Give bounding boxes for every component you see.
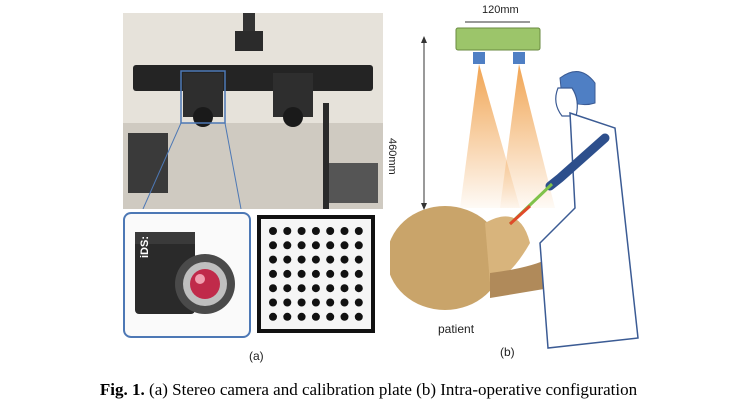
calibration-dot [326, 298, 335, 307]
calibration-dot [269, 298, 277, 307]
calibration-dot [311, 255, 320, 264]
calibration-dot [340, 227, 349, 235]
calibration-dot [311, 241, 320, 250]
calibration-dot [283, 241, 292, 250]
calibration-dot [326, 241, 335, 250]
right-camera [513, 52, 525, 64]
calibration-dot [340, 255, 349, 264]
calibration-dot [354, 298, 363, 307]
calibration-dot [283, 227, 292, 235]
calibration-dot [340, 241, 349, 250]
calibration-dot [354, 269, 363, 278]
calibration-dot [297, 227, 306, 235]
calibration-dot [311, 312, 320, 321]
calibration-dot [340, 312, 349, 321]
panel-a-label: (a) [249, 349, 264, 363]
calibration-dot [269, 255, 277, 264]
calibration-dot [297, 284, 306, 293]
surgeon-arm [545, 133, 610, 191]
calibration-dot [354, 284, 363, 293]
camera-closeup-icon [135, 232, 235, 314]
calibration-dot [269, 227, 277, 235]
calibration-dot [354, 227, 363, 235]
calibration-dot [354, 312, 363, 321]
calibration-dot [311, 227, 320, 235]
intraoperative-illustration [390, 21, 639, 349]
calibration-dot [283, 312, 292, 321]
calibration-dot [269, 312, 277, 321]
calibration-dot [269, 241, 277, 250]
calibration-dot [354, 241, 363, 250]
baseline-label: 120mm [482, 4, 519, 16]
camera-rig-illustration [123, 13, 383, 209]
camera-bar [455, 27, 541, 51]
right-field-of-view [500, 64, 555, 208]
calibration-plate [257, 215, 375, 333]
calibration-dot [269, 284, 277, 293]
calibration-dot [326, 269, 335, 278]
caption-prefix: Fig. 1. [99, 380, 145, 399]
camera-brand-text: iDS: [139, 236, 151, 258]
patient-label: patient [438, 322, 475, 336]
calibration-dot [297, 269, 306, 278]
calibration-dot [311, 298, 320, 307]
calibration-dot [297, 298, 306, 307]
camera-closeup-inset: iDS: [123, 212, 251, 338]
calibration-dot [354, 255, 363, 264]
calibration-dot-grid [261, 219, 371, 329]
surgeon-face [555, 87, 578, 117]
figure-caption: Fig. 1. (a) Stereo camera and calibratio… [0, 380, 737, 400]
panel-b-label: (b) [500, 345, 515, 359]
calibration-dot [297, 241, 306, 250]
calibration-dot [269, 269, 277, 278]
calibration-dot [326, 284, 335, 293]
calibration-dot [283, 255, 292, 264]
calibration-dot [340, 298, 349, 307]
calibration-dot [311, 269, 320, 278]
patient-head [390, 206, 503, 310]
calibration-dot [311, 284, 320, 293]
calibration-dot [297, 255, 306, 264]
calibration-dot [326, 255, 335, 264]
calibration-dot [297, 312, 306, 321]
calibration-dot [326, 227, 335, 235]
calibration-dot [283, 284, 292, 293]
calibration-dot [340, 269, 349, 278]
surgeon-gown [539, 111, 639, 349]
calibration-dot [340, 284, 349, 293]
caption-text: (a) Stereo camera and calibration plate … [144, 380, 638, 399]
calibration-dot [283, 298, 292, 307]
left-camera [473, 52, 485, 64]
calibration-dot [283, 269, 292, 278]
height-label: 460mm [386, 138, 398, 175]
calibration-dot [326, 312, 335, 321]
stereo-camera-photo [123, 13, 383, 209]
